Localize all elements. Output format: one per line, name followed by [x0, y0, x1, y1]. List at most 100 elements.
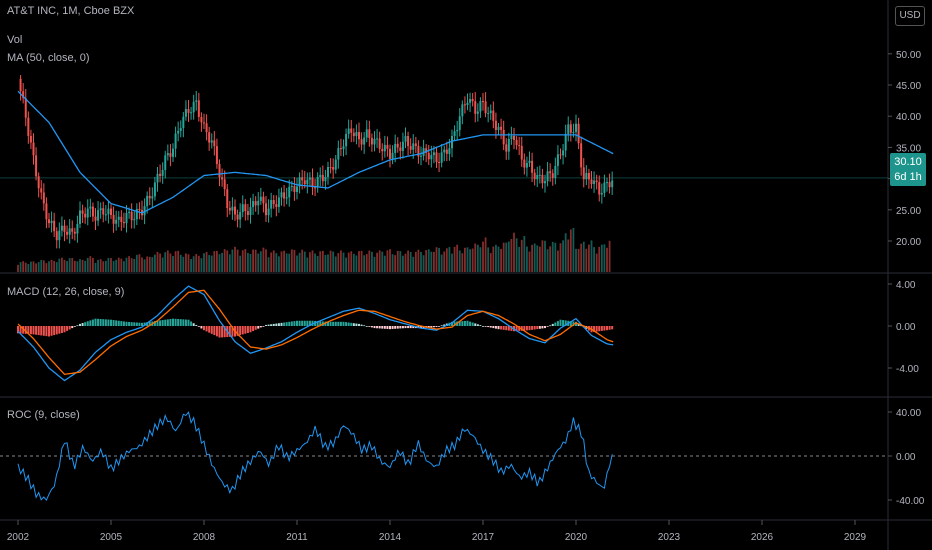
volume-bar	[417, 249, 420, 272]
candle-body	[262, 196, 265, 204]
candle-body	[231, 206, 234, 211]
ma-label: MA (50, close, 0)	[7, 52, 90, 64]
volume-bar	[192, 256, 195, 272]
macd-histogram-bar	[50, 326, 53, 336]
volume-bar	[383, 255, 386, 272]
volume-bar	[590, 240, 593, 272]
candle-body	[265, 203, 267, 216]
macd-histogram-bar	[572, 321, 575, 326]
macd-histogram-bar	[443, 324, 446, 326]
macd-histogram-bar	[24, 326, 27, 334]
macd-histogram-bar	[451, 321, 453, 326]
candle-body	[420, 155, 422, 157]
candle-body	[432, 152, 435, 156]
candle-body	[29, 135, 32, 143]
candle-body	[42, 192, 45, 204]
candle-body	[153, 182, 156, 197]
candle-body	[102, 208, 105, 215]
volume-bar	[66, 261, 68, 272]
candle-body	[71, 228, 74, 232]
macd-histogram-bar	[97, 318, 100, 326]
candle-body	[608, 182, 611, 188]
volume-bar	[195, 254, 198, 272]
candle-body	[177, 130, 180, 134]
volume-bar	[569, 229, 572, 272]
volume-bar	[394, 255, 397, 272]
candle-body	[228, 207, 231, 211]
volume-bar	[244, 249, 247, 272]
macd-histogram-bar	[267, 324, 270, 326]
macd-histogram-bar	[337, 321, 340, 326]
macd-histogram-bar	[466, 320, 469, 326]
candle-body	[60, 225, 63, 231]
candle-body	[469, 98, 472, 103]
volume-bar	[254, 249, 257, 272]
candle-body	[122, 222, 125, 224]
volume-bar	[347, 252, 350, 272]
macd-histogram-bar	[332, 321, 335, 326]
macd-histogram-bar	[358, 323, 360, 326]
candle-body	[112, 214, 115, 224]
volume-bar	[513, 232, 515, 272]
candle-body	[156, 173, 159, 183]
price-tick-label: 20.00	[896, 237, 921, 248]
macd-histogram-bar	[611, 326, 614, 330]
candle-body	[296, 186, 298, 192]
candle-body	[531, 160, 534, 173]
macd-histogram-bar	[135, 322, 138, 326]
candle-body	[259, 196, 262, 201]
candle-body	[37, 176, 40, 189]
candle-body	[492, 110, 495, 121]
macd-histogram-bar	[368, 326, 371, 327]
candle-body	[494, 120, 497, 131]
volume-bar	[600, 244, 603, 272]
candle-body	[549, 171, 552, 174]
candle-body	[314, 187, 317, 189]
candle-body	[58, 230, 61, 241]
candle-body	[226, 189, 229, 208]
macd-histogram-bar	[600, 326, 603, 331]
volume-bar	[130, 258, 133, 272]
volume-bar	[373, 256, 376, 272]
macd-histogram-bar	[174, 318, 177, 326]
volume-bar	[466, 247, 469, 272]
volume-bar	[252, 249, 254, 272]
volume-bar	[363, 255, 366, 272]
volume-bar	[115, 259, 118, 272]
macd-line	[17, 285, 614, 382]
macd-histogram-bar	[404, 326, 407, 329]
volume-bar	[190, 259, 192, 272]
volume-bar	[172, 255, 174, 272]
macd-histogram-bar	[352, 323, 355, 326]
candle-body	[513, 135, 515, 140]
currency-button[interactable]: USD	[895, 6, 925, 26]
volume-bar	[283, 250, 285, 272]
volume-bar	[89, 256, 92, 272]
candle-body	[316, 176, 319, 188]
volume-bar	[399, 251, 402, 272]
volume-bar	[402, 255, 404, 272]
macd-histogram-bar	[580, 325, 583, 327]
candle-body	[143, 206, 146, 216]
candle-body	[577, 123, 580, 144]
macd-histogram-bar	[148, 321, 151, 326]
macd-histogram-bar	[538, 326, 541, 329]
volume-bar	[332, 251, 335, 272]
volume-bar	[381, 251, 384, 272]
volume-bar	[358, 251, 360, 272]
volume-bar	[378, 250, 381, 272]
macd-histogram-bar	[288, 321, 291, 326]
macd-histogram-bar	[360, 324, 363, 326]
volume-bar	[159, 253, 161, 272]
candle-body	[572, 131, 575, 133]
volume-bar	[280, 251, 283, 272]
candle-body	[440, 152, 443, 163]
volume-bar	[68, 258, 71, 272]
macd-histogram-bar	[298, 320, 301, 326]
candle-body	[32, 142, 35, 156]
volume-bar	[371, 251, 373, 272]
candle-body	[510, 135, 513, 139]
macd-histogram-bar	[296, 320, 298, 326]
macd-histogram-bar	[554, 322, 557, 326]
